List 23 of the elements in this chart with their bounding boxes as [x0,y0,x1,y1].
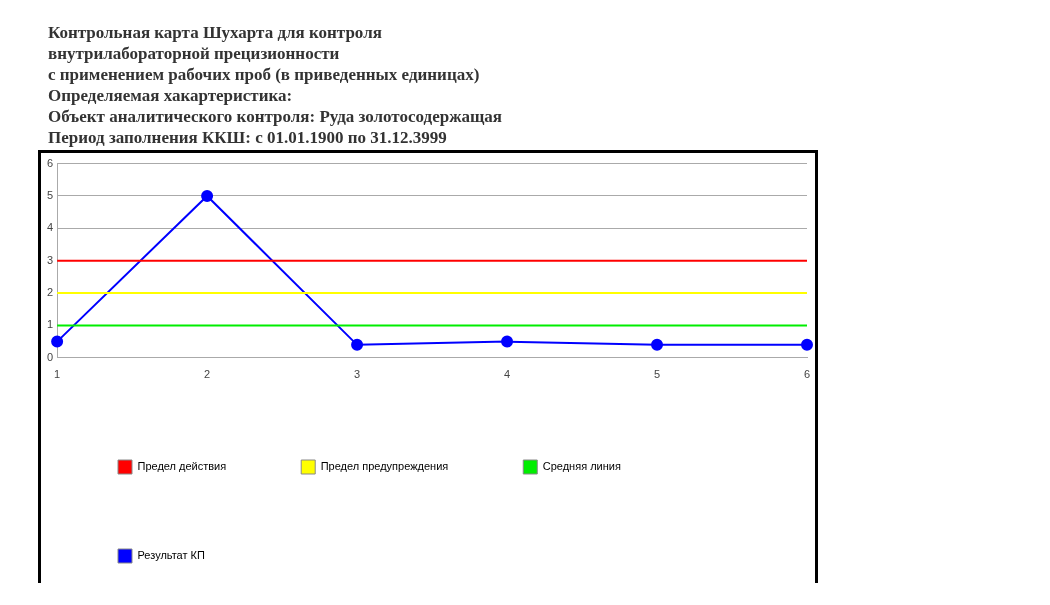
legend-label: Результат КП [137,549,205,562]
point [51,335,64,348]
legend-label: Предел действия [137,460,227,473]
point [201,189,214,202]
x-tick-label: 2 [204,368,211,381]
y-tick-label: 3 [46,253,54,266]
point [501,335,514,348]
y-tick-label: 1 [46,318,54,331]
y-tick-label: 0 [46,350,54,363]
y-tick-label: 5 [46,189,54,201]
x-tick-label: 5 [653,368,661,381]
legend-label: Средняя линия [542,460,621,473]
x-tick-label: 6 [803,368,811,381]
y-tick-label: 6 [46,156,54,169]
y-tick-label: 2 [46,286,54,299]
chart-title: Контрольная карта Шухарта для контроля внутрилабораторной прецизионности с применением рабочих проб (в приведенных единицах) Определяемая хакартеристика: Объект аналитического контроля: Руда золотосодержащая Период заполнения ККШ: с 01.01.1900 по 31.12.3999 [48,22,504,148]
point [651,338,664,351]
legend-label: Предел предупреждения [320,460,449,473]
point [801,338,813,351]
x-tick-label: 4 [503,368,511,381]
point [351,338,364,351]
y-tick-label: 4 [46,221,54,234]
x-tick-label: 3 [354,368,361,381]
